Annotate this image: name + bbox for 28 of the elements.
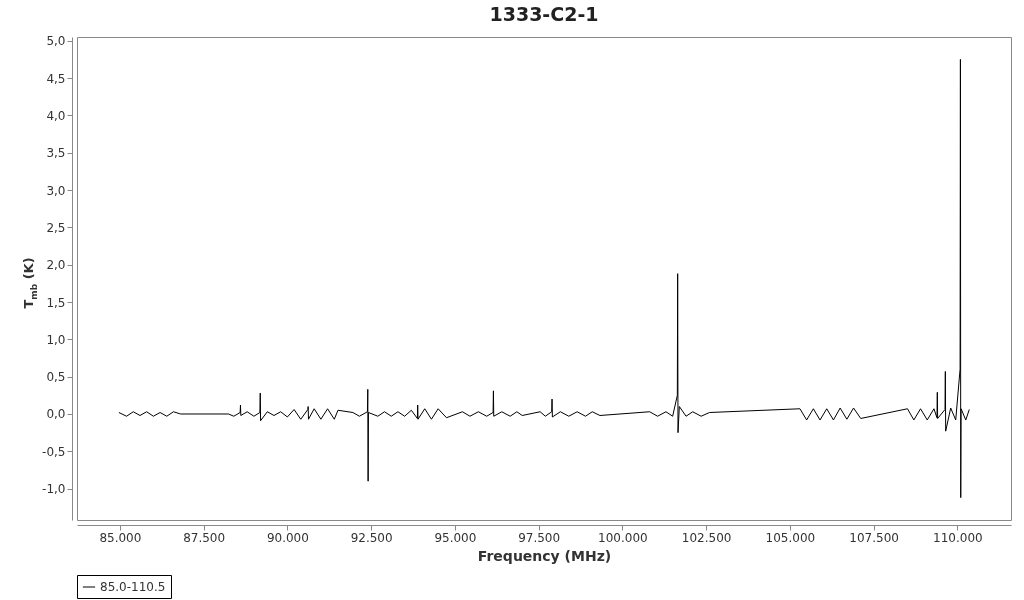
chart-title: 1333-C2-1 [489, 2, 599, 25]
y-tick-label: 3,0 [46, 183, 66, 198]
y-tick-label: 5,0 [46, 34, 66, 49]
x-axis-title: Frequency (MHz) [477, 547, 612, 564]
y-tick-label: -1,0 [42, 482, 66, 497]
line-series [118, 58, 970, 499]
x-tick-label: 85.000 [99, 530, 142, 545]
x-tick-label: 105.000 [765, 530, 816, 545]
y-tick-label: 4,0 [46, 108, 66, 123]
y-tick-label: 1,0 [46, 332, 66, 347]
x-tick-label: 100.000 [598, 530, 648, 545]
x-tick-label: 107.500 [849, 530, 899, 545]
x-tick-label: 110.000 [933, 530, 983, 545]
x-tick-label: 102.500 [681, 530, 732, 545]
y-tick-label: 0,5 [46, 370, 66, 385]
y-tick-label: -0,5 [42, 444, 66, 459]
y-tick-label: 0,0 [46, 407, 66, 422]
y-tick-label: 2,0 [46, 258, 66, 273]
y-tick-label: 3,5 [46, 146, 66, 161]
x-tick-label: 90.000 [266, 530, 309, 545]
y-tick-label: 1,5 [46, 295, 66, 310]
legend-label: 85.0-110.5 [100, 580, 166, 594]
x-tick-label: 87.500 [183, 530, 226, 545]
y-tick-label: 4,5 [46, 71, 66, 86]
y-tick-label: 2,5 [46, 220, 66, 235]
x-tick-label: 92.500 [350, 530, 393, 545]
x-tick-label: 95.000 [434, 530, 477, 545]
x-tick-label: 97.500 [518, 530, 561, 545]
